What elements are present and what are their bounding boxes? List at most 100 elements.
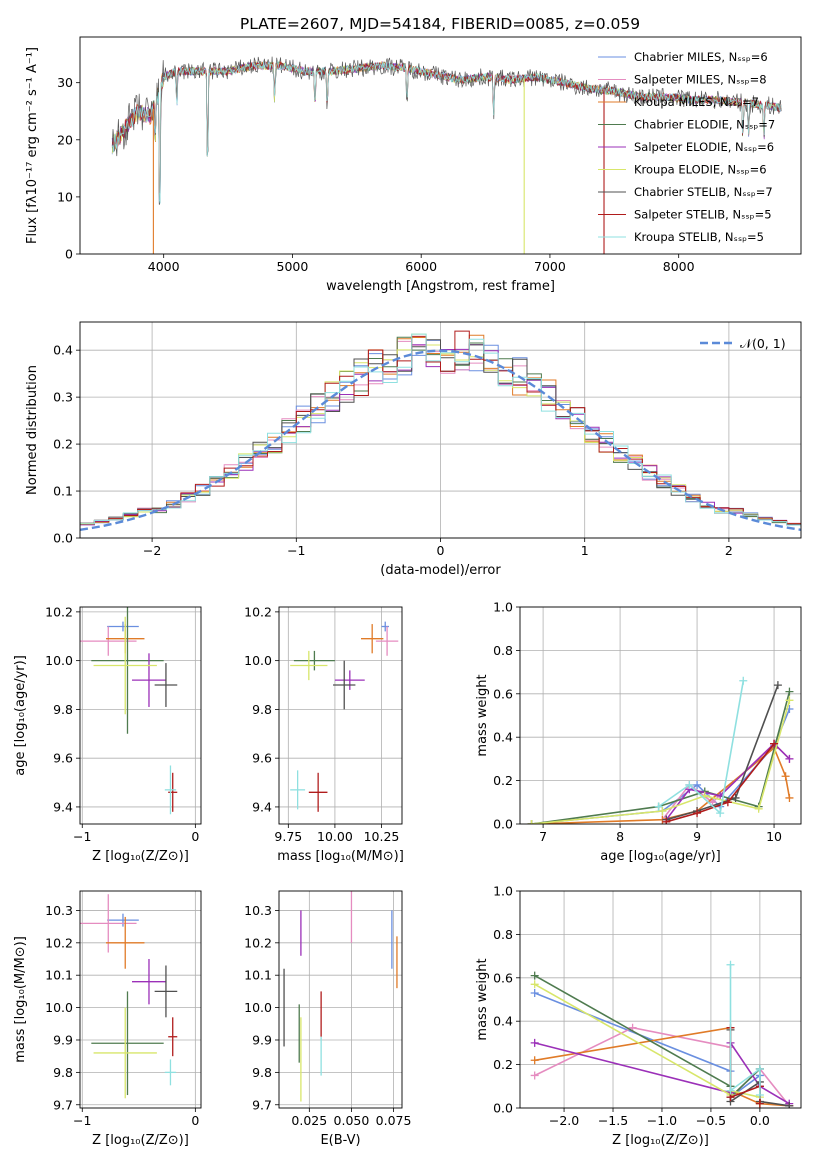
weight-plot-mass-weight-vs-Z	[530, 960, 794, 1108]
y-tick-label: 10.3	[45, 903, 73, 918]
y-tick-label: 0.8	[493, 927, 513, 942]
y-tick-label: 0	[65, 247, 73, 262]
weight-plot-mass-weight-vs-age	[527, 676, 794, 824]
weight-marker	[658, 806, 667, 815]
weight-marker	[731, 793, 740, 802]
x-tick-label: 10.25	[364, 829, 400, 844]
y-tick-label: 1.0	[493, 884, 513, 899]
x-tick-label: 0.0	[750, 1113, 770, 1128]
x-tick-label: −1	[287, 543, 305, 558]
weight-line	[658, 680, 745, 815]
x-tick-label: −1	[73, 1113, 91, 1128]
weight-line	[729, 964, 761, 1095]
weight-marker	[785, 687, 794, 696]
weight-marker	[785, 1101, 794, 1108]
y-tick-label: 9.8	[53, 702, 73, 717]
x-axis-label: Z [log₁₀(Z/Z⊙)]	[92, 1133, 189, 1148]
y-tick-label: 10	[57, 189, 73, 204]
weight-marker	[755, 1099, 764, 1108]
x-tick-label: 1	[581, 543, 589, 558]
weight-marker	[716, 809, 725, 818]
legend-entry: Salpeter ELODIE, Nₛₛₚ=6	[634, 140, 774, 154]
weight-line	[534, 974, 761, 1104]
y-tick-label: 0.2	[493, 773, 513, 788]
x-tick-label: 9.75	[274, 829, 302, 844]
x-tick-label: 7	[539, 829, 547, 844]
x-tick-label: 9	[693, 829, 701, 844]
x-tick-label: −1	[73, 829, 91, 844]
x-tick-label: 8	[616, 829, 624, 844]
y-tick-label: 0.4	[493, 1014, 513, 1029]
y-tick-label: 10.0	[244, 653, 272, 668]
y-tick-label: 0.2	[53, 437, 73, 452]
y-tick-label: 0.6	[493, 686, 513, 701]
spectrum-line	[111, 61, 782, 204]
weight-marker	[654, 802, 663, 811]
weight-marker	[739, 676, 748, 685]
residual-plot	[80, 330, 801, 531]
x-axis-label: wavelength [Angstrom, rest frame]	[326, 279, 555, 294]
errorbar-plot-mass-vs-Z	[80, 894, 178, 1099]
spectrum-legend: Chabrier MILES, Nₛₛₚ=6 Salpeter MILES, Nₛ…	[598, 50, 775, 244]
y-tick-label: 10.1	[244, 968, 272, 983]
legend-entry: Chabrier ELODIE, Nₛₛₚ=7	[634, 118, 775, 132]
y-axis-label: age [log₁₀(age/yr)]	[13, 655, 28, 776]
y-tick-label: 30	[57, 75, 73, 90]
weight-marker	[723, 798, 732, 807]
x-axis-label: (data-model)/error	[380, 563, 501, 578]
y-tick-label: 9.6	[252, 751, 272, 766]
y-tick-label: 9.9	[53, 1032, 73, 1047]
weight-marker	[530, 988, 539, 997]
x-tick-label: 0	[191, 829, 199, 844]
axes-mass-weight-vs-age: 7 8 9 10 0.0 0.2 0.4 0.6 0.8 1.0 age [log₁₀(age/yr…	[475, 600, 801, 864]
y-tick-label: 9.4	[252, 799, 272, 814]
y-tick-label: 10.2	[45, 935, 73, 950]
axes-mass-weight-vs-Z: −2.0 −1.5 −1.0 −0.5 0.0 0.0 0.2 0.4 0.6 0.8 1.0 Z […	[475, 884, 801, 1148]
axes-frame	[519, 606, 802, 825]
x-tick-label: −0.5	[696, 1113, 726, 1128]
x-tick-label: 7000	[534, 259, 566, 274]
y-tick-label: 0.0	[493, 817, 513, 832]
weight-marker	[530, 1038, 539, 1047]
y-axis-label: Flux [fλ10⁻¹⁷ erg cm⁻² s⁻¹ A⁻¹]	[25, 47, 40, 244]
y-axis-label: mass weight	[475, 674, 490, 756]
axes-age-vs-Z: −1 0 9.4 9.6 9.8 10.0 10.2 Z [log₁₀(Z/Z⊙)] age […	[13, 604, 201, 864]
x-tick-label: −1.5	[598, 1113, 628, 1128]
y-tick-label: 10.2	[45, 604, 73, 619]
y-tick-label: 9.8	[252, 702, 272, 717]
legend-entry: 𝒩(0, 1)	[740, 336, 786, 351]
legend-entry: Kroupa ELODIE, Nₛₛₚ=6	[634, 163, 767, 177]
y-tick-label: 0.3	[53, 390, 73, 405]
y-tick-label: 9.4	[53, 799, 73, 814]
weight-marker	[785, 793, 794, 802]
y-tick-label: 0.0	[493, 1101, 513, 1116]
axes-frame	[79, 36, 802, 255]
axes-frame	[278, 606, 403, 825]
x-axis-label: mass [log₁₀(M/M⊙)]	[277, 849, 404, 864]
weight-line	[534, 983, 761, 1104]
x-tick-label: 0.025	[291, 1113, 327, 1128]
y-tick-label: 0.4	[53, 343, 73, 358]
x-tick-label: −2.0	[549, 1113, 579, 1128]
y-tick-label: 10.1	[45, 968, 73, 983]
x-tick-label: −1.0	[647, 1113, 677, 1128]
x-tick-label: 2	[725, 543, 733, 558]
x-tick-label: 5000	[277, 259, 309, 274]
y-tick-label: 10.0	[45, 653, 73, 668]
weight-marker	[685, 780, 694, 789]
axes-age-vs-mass: 9.75 10.00 10.25 9.4 9.6 9.8 10.0 10.2 mass [log…	[244, 604, 404, 864]
weight-marker	[754, 804, 763, 813]
y-tick-label: 1.0	[493, 600, 513, 615]
weight-line	[665, 742, 791, 821]
weight-marker	[785, 696, 794, 705]
x-tick-label: 8000	[663, 259, 695, 274]
axes-frame	[278, 890, 403, 1109]
y-tick-label: 9.6	[53, 751, 73, 766]
weight-marker	[755, 1090, 764, 1099]
axes-residuals: −2 −1 0 1 2 0.0 0.1 0.2 0.3 0.4 (data-model)/error…	[25, 322, 801, 578]
y-tick-label: 9.9	[252, 1032, 272, 1047]
weight-marker	[530, 971, 539, 980]
y-tick-label: 9.8	[252, 1065, 272, 1080]
weight-marker	[755, 1064, 764, 1073]
weight-marker	[530, 980, 539, 989]
